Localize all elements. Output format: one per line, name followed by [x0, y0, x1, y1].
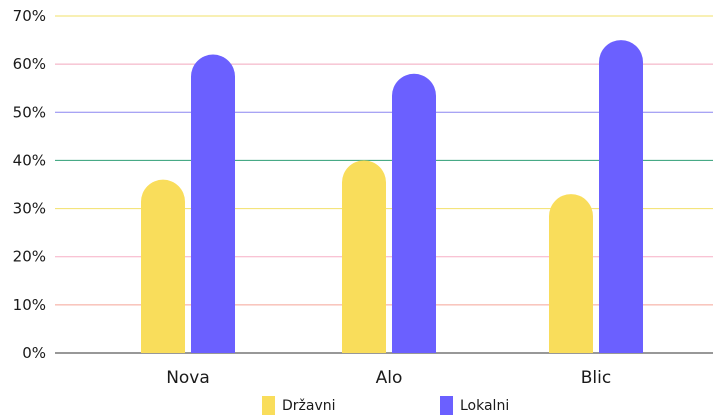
legend: Državni Lokalni — [0, 396, 713, 416]
y-tick-label: 60% — [13, 55, 46, 73]
bar-blic-lokalni — [599, 40, 643, 353]
legend-label-lokalni: Lokalni — [460, 397, 510, 414]
x-tick-label: Blic — [581, 368, 611, 388]
y-axis-ticks: 0% 10% 20% 30% 40% 50% 60% 70% — [13, 7, 46, 362]
legend-label-drzavni: Državni — [282, 397, 336, 414]
bars — [141, 40, 643, 354]
legend-item-lokalni: Lokalni — [440, 396, 509, 415]
legend-swatch-lokalni — [440, 396, 453, 415]
x-tick-label: Alo — [376, 368, 403, 388]
y-tick-label: 70% — [13, 7, 46, 25]
y-tick-label: 0% — [22, 344, 46, 362]
bar-blic-drzavni — [549, 194, 593, 353]
bar-alo-lokalni — [392, 73, 436, 354]
bar-nova-lokalni — [191, 54, 235, 353]
x-axis-ticks: Nova Alo Blic — [166, 368, 611, 388]
legend-item-drzavni: Državni — [262, 396, 336, 415]
legend-swatch-drzavni — [262, 396, 275, 415]
x-tick-label: Nova — [166, 368, 210, 388]
y-tick-label: 50% — [13, 103, 46, 121]
bar-nova-drzavni — [141, 179, 185, 353]
y-tick-label: 30% — [13, 200, 46, 218]
y-tick-label: 20% — [13, 248, 46, 266]
bar-chart: 0% 10% 20% 30% 40% 50% 60% 70% Nova Alo Blic — [13, 7, 713, 388]
y-tick-label: 40% — [13, 151, 46, 169]
bar-alo-drzavni — [342, 160, 386, 353]
y-tick-label: 10% — [13, 296, 46, 314]
